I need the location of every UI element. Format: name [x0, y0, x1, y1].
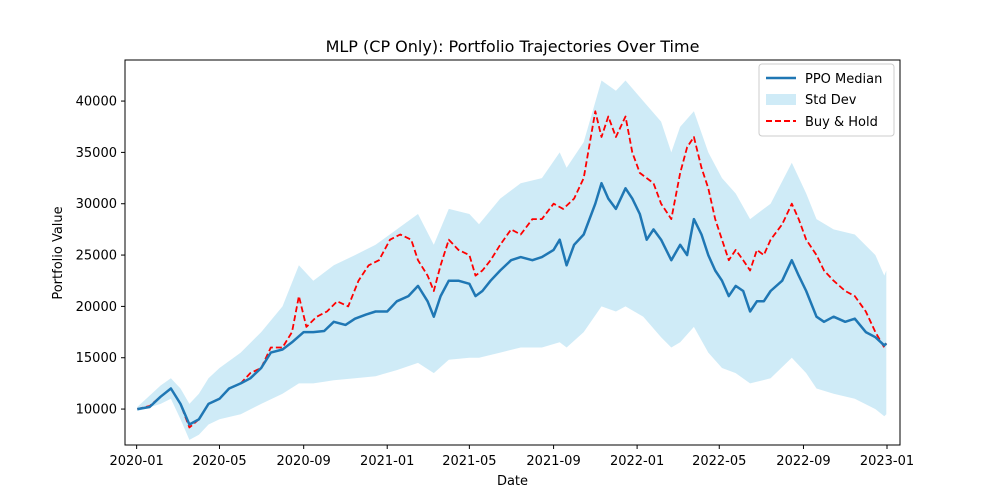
ppo-median-line	[137, 181, 888, 426]
x-axis: 2020-01 2020-05 2020-09 2021-01 2021-05 2021-…	[109, 445, 914, 469]
x-tick-label: 2021-05	[442, 454, 496, 469]
x-tick-label: 2022-05	[692, 454, 746, 469]
x-tick-label: 2022-01	[610, 454, 664, 469]
x-tick-label: 2020-09	[277, 454, 331, 469]
x-tick-label: 2023-01	[860, 454, 914, 469]
y-tick-label: 40000	[76, 95, 117, 110]
legend-label-buy-hold: Buy & Hold	[805, 115, 878, 130]
y-tick-label: 35000	[76, 146, 117, 161]
x-tick-label: 2021-09	[526, 454, 580, 469]
y-tick-label: 25000	[76, 249, 117, 264]
y-tick-label: 10000	[76, 403, 117, 418]
legend-frame	[758, 63, 895, 137]
y-axis-label: Portfolio Value	[51, 206, 66, 299]
x-axis-label: Date	[497, 474, 528, 489]
legend-label-ppo-median: PPO Median	[805, 72, 882, 87]
legend-label-std-dev: Std Dev	[805, 93, 857, 108]
x-tick-label: 2020-01	[109, 454, 163, 469]
buy-hold-line	[137, 110, 888, 429]
y-axis: 10000 15000 20000 25000 30000 35000 40000	[76, 95, 125, 418]
plot-area	[137, 80, 888, 440]
axes-frame	[124, 59, 901, 446]
y-tick-label: 20000	[76, 300, 117, 315]
y-tick-label: 30000	[76, 197, 117, 212]
x-tick-label: 2020-05	[192, 454, 246, 469]
legend-swatch-std-dev	[766, 94, 796, 105]
legend: PPO Median Std Dev Buy & Hold	[758, 63, 895, 137]
x-tick-label: 2022-09	[776, 454, 830, 469]
y-tick-label: 15000	[76, 351, 117, 366]
chart-title: MLP (CP Only): Portfolio Trajectories Ov…	[326, 37, 700, 56]
x-tick-label: 2021-01	[360, 454, 414, 469]
